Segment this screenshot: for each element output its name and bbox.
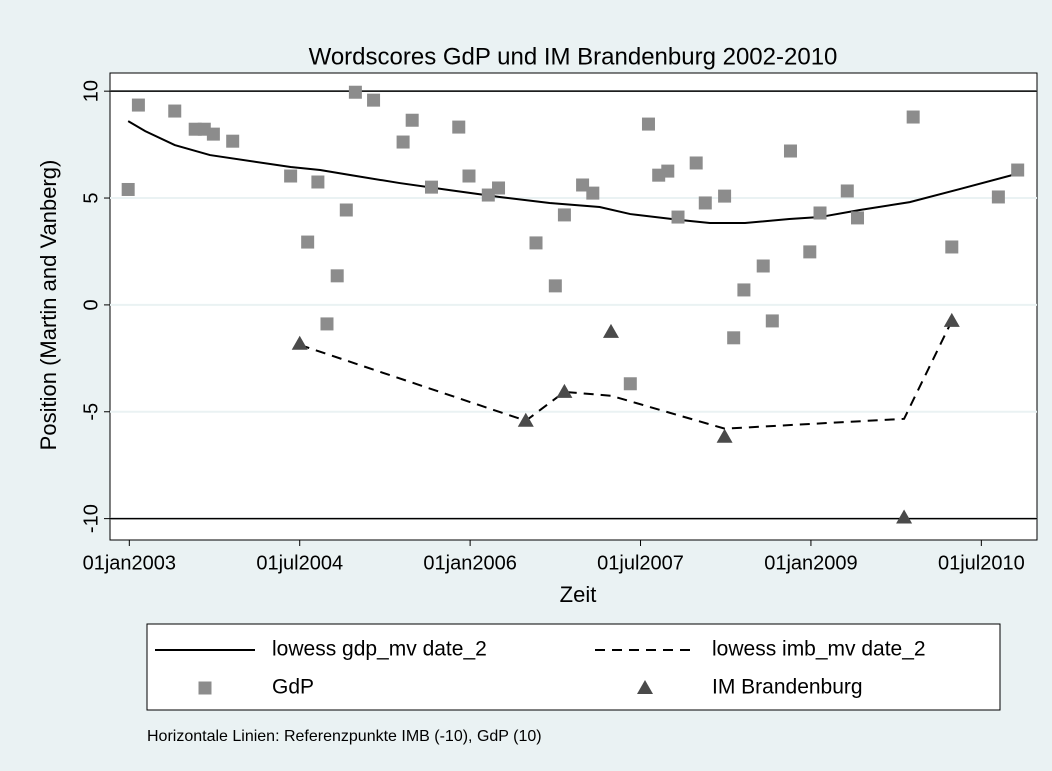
point [121,182,135,196]
point [311,175,325,189]
point [529,236,543,250]
point [339,203,353,217]
x-tick-label: 01jul2004 [256,552,343,574]
legend-label: IM Brandenburg [712,676,863,699]
point [557,208,571,222]
point [586,186,600,200]
point [517,412,534,427]
point [367,93,381,107]
point [291,335,308,350]
point [671,210,685,224]
point [716,428,733,443]
lowess-line [127,120,1021,225]
point [943,312,960,327]
point [320,317,334,331]
point [727,331,741,345]
y-tick-label: 10 [80,80,102,102]
point [424,180,438,194]
legend-label: lowess gdp_mv date_2 [272,638,487,661]
point [602,323,619,338]
point [803,245,817,259]
point [396,135,410,149]
x-tick-label: 01jan2003 [83,552,176,574]
point [481,188,495,202]
y-tick-label: 5 [80,192,102,203]
x-tick-label: 01jan2006 [423,552,516,574]
point [623,377,637,391]
point [896,509,913,524]
legend [146,623,1001,711]
x-tick-label: 01jul2010 [938,552,1025,574]
legend-label: lowess imb_mv date_2 [712,638,926,661]
plot-area [109,72,1038,541]
point [492,181,506,195]
y-tick-label: 0 [80,299,102,310]
chart-title: Wordscores GdP und IM Brandenburg 2002-2… [309,43,838,70]
point [641,117,655,131]
point [168,104,182,118]
point [348,85,362,99]
point [226,134,240,148]
point [452,120,466,134]
point [131,98,145,112]
point [783,144,797,158]
y-tick-label: -10 [80,504,102,533]
note: Horizontale Linien: Referenzpunkte IMB (… [147,728,542,745]
point [737,283,751,297]
point [991,190,1005,204]
point [840,184,854,198]
point [945,240,959,254]
point [405,113,419,127]
x-tick-label: 01jan2009 [764,552,857,574]
point [330,269,344,283]
point [661,164,675,178]
point [556,383,573,398]
legend-swatch [637,680,653,694]
point [1011,163,1025,177]
point [698,196,712,210]
point [851,211,865,225]
point [756,259,770,273]
point [206,127,220,141]
point [689,156,703,170]
point [813,206,827,220]
point [765,314,779,328]
legend-label: GdP [272,676,314,699]
legend-swatch [198,681,212,695]
point [906,110,920,124]
point [718,189,732,203]
point [284,169,298,183]
x-axis-title: Zeit [560,582,597,607]
x-tick-label: 01jul2007 [597,552,684,574]
point [548,279,562,293]
y-axis-title: Position (Martin and Vanberg) [36,160,61,451]
y-tick-label: -5 [80,403,102,421]
point [462,169,476,183]
point [576,178,590,192]
point [301,235,315,249]
